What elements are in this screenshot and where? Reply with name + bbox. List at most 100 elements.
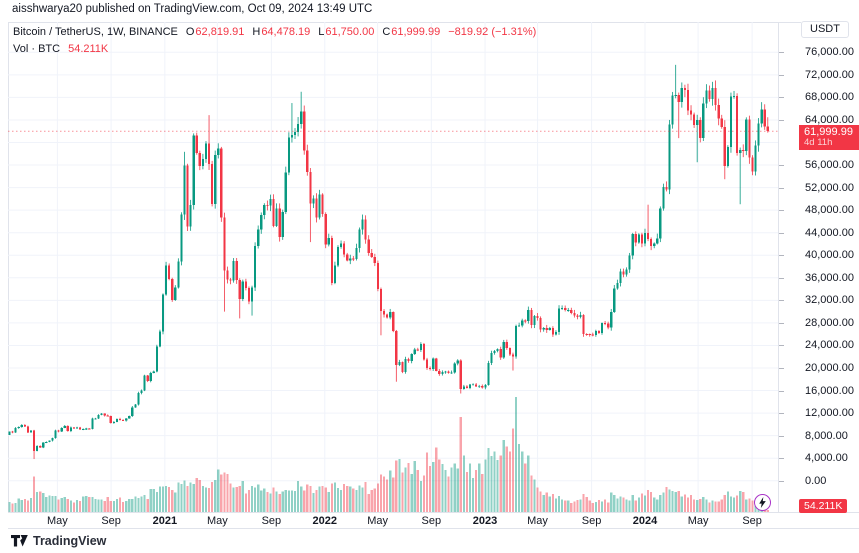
volume-bar — [643, 495, 647, 512]
currency-toggle-button[interactable]: USDT — [801, 21, 849, 38]
volume-bar — [548, 496, 551, 512]
volume-bar — [481, 473, 484, 512]
candle-body — [395, 330, 398, 365]
volume-bar — [613, 494, 616, 512]
tradingview-logo-icon — [11, 535, 28, 547]
volume-bar — [536, 487, 539, 512]
candle-body — [367, 239, 370, 253]
price-axis-tick — [779, 480, 784, 482]
lightning-icon — [759, 497, 766, 508]
candle-body — [336, 246, 340, 266]
candle-body — [643, 232, 647, 244]
volume-bar — [232, 487, 235, 512]
volume-bar — [696, 499, 699, 512]
candle-body — [539, 317, 542, 330]
candle-body — [505, 341, 508, 348]
volume-bar — [693, 499, 696, 512]
candle-body — [665, 187, 668, 190]
time-axis-month-label: May — [367, 515, 388, 527]
candle-body — [312, 198, 315, 204]
candle-body — [14, 428, 17, 433]
candle-body — [438, 370, 441, 375]
volume-bar — [640, 493, 644, 512]
volume-bar — [382, 476, 386, 512]
volume-bar — [717, 501, 720, 512]
volume-bar — [650, 492, 653, 512]
volume-bar — [456, 468, 459, 512]
volume-bar — [459, 416, 462, 512]
volume-bar — [527, 455, 530, 512]
candle-body — [20, 424, 23, 428]
candle-body — [195, 135, 198, 154]
volume-bar — [401, 472, 404, 512]
price-axis-label: 32,000.00 — [805, 294, 854, 307]
candle-body — [134, 404, 137, 408]
volume-bar — [677, 490, 680, 512]
candle-body — [128, 415, 131, 419]
volume-bar — [343, 484, 346, 512]
volume-bar — [462, 455, 465, 512]
price-axis[interactable]: 61,999.99 4d 11h 54.211K 76,000.00 72,000… — [779, 22, 859, 513]
volume-bar — [361, 487, 364, 512]
volume-bar — [42, 493, 45, 512]
candle-body — [398, 362, 401, 365]
price-axis-separator[interactable] — [778, 22, 779, 512]
candle-wick — [518, 322, 520, 327]
price-axis-tick — [779, 255, 784, 257]
boost-button[interactable] — [754, 494, 771, 511]
volume-bar — [257, 484, 260, 512]
candle-body — [502, 341, 505, 358]
candle-body — [168, 265, 171, 279]
price-axis-tick — [779, 187, 784, 189]
candle-body — [121, 420, 125, 422]
candle-body — [361, 219, 364, 230]
volume-bar — [290, 490, 294, 512]
candle-body — [677, 95, 680, 102]
candle-body — [192, 135, 195, 206]
volume-bar — [355, 489, 358, 512]
candle-body — [392, 312, 395, 331]
candle-body — [158, 331, 162, 347]
candle-body — [379, 289, 383, 312]
volume-bar — [214, 480, 217, 512]
symbol-title[interactable]: Bitcoin / TetherUS, 1W, BINANCE — [13, 26, 178, 38]
volume-bar — [739, 490, 742, 512]
candle-body — [131, 407, 134, 416]
candle-body — [376, 263, 379, 290]
candle-body — [333, 265, 337, 283]
time-axis-separator[interactable] — [8, 512, 859, 513]
volume-bar — [542, 494, 545, 512]
candle-wick — [567, 307, 569, 312]
tradingview-attribution[interactable]: TradingView — [11, 534, 106, 548]
candle-body — [183, 165, 186, 215]
volume-bar — [143, 494, 146, 512]
price-chart-canvas[interactable] — [8, 22, 778, 512]
volume-bar — [346, 485, 349, 512]
candle-wick — [300, 91, 302, 129]
volume-bar — [97, 499, 100, 512]
candle-body — [567, 309, 570, 311]
candle-body — [407, 358, 410, 362]
price-axis-label: 24,000.00 — [805, 339, 854, 352]
candle-body — [714, 88, 717, 106]
candle-body — [576, 315, 579, 317]
candle-wick — [604, 321, 606, 326]
time-axis-month-label: May — [527, 515, 548, 527]
volume-bar — [395, 460, 398, 512]
candle-body — [296, 123, 300, 132]
candle-body — [732, 95, 736, 97]
candle-body — [143, 375, 146, 391]
volume-bar — [475, 469, 478, 512]
candle-body — [514, 326, 518, 357]
price-axis-tick — [779, 97, 784, 99]
candle-body — [32, 430, 36, 451]
volume-bar — [554, 498, 558, 512]
candle-body — [404, 358, 407, 373]
volume-bar — [594, 502, 597, 512]
candle-body — [656, 238, 659, 244]
time-axis[interactable]: May Sep 2021 May Sep 2022 May Sep 2023 May Sep 2024… — [8, 512, 778, 528]
volume-bar — [29, 498, 33, 512]
candle-body — [711, 88, 714, 99]
candle-wick — [309, 168, 311, 243]
candle-body — [435, 358, 438, 371]
